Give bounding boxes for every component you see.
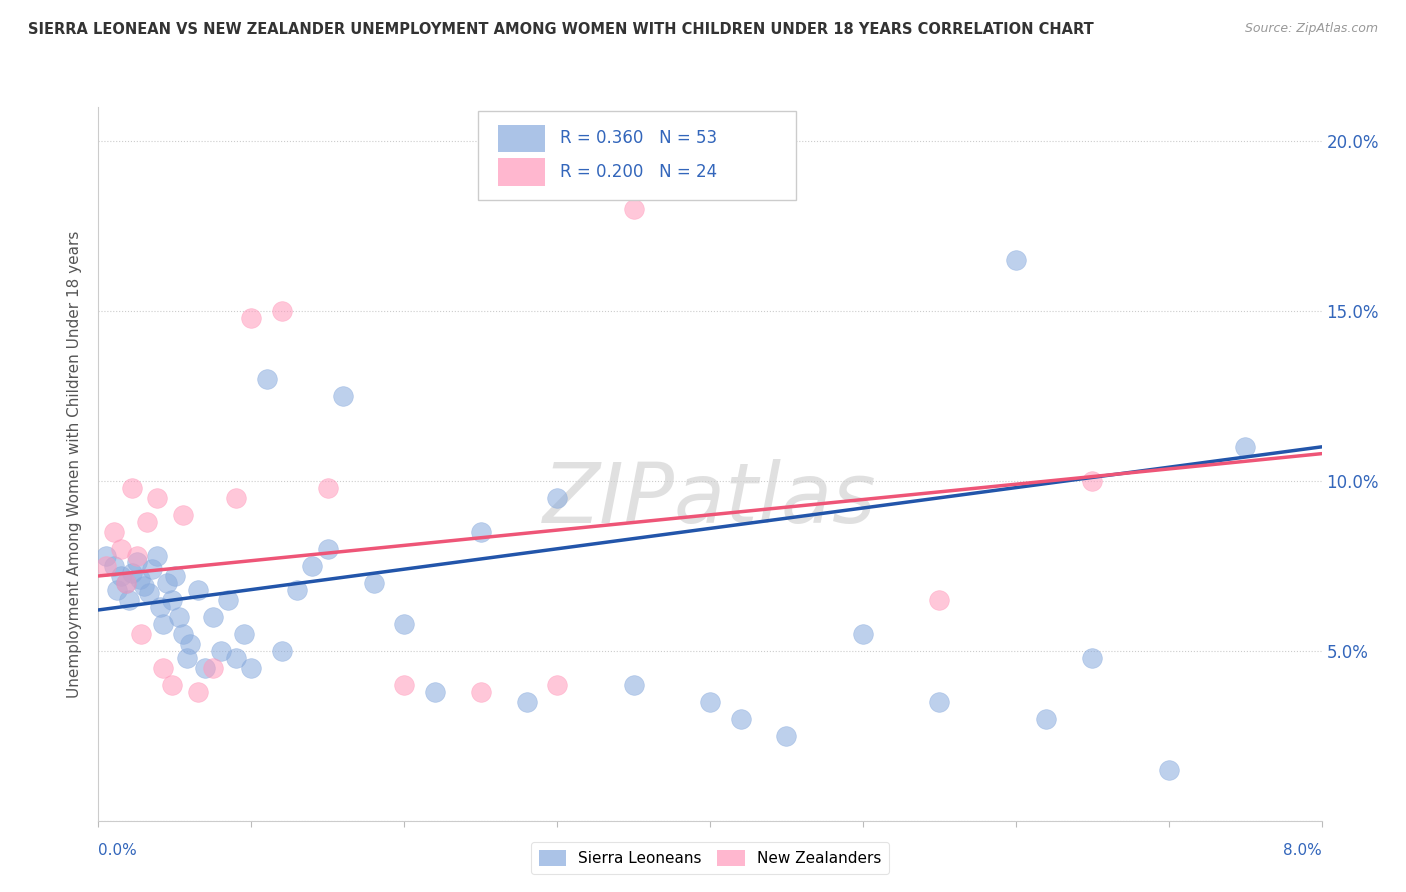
Point — [225, 650, 247, 665]
Point — [115, 575, 138, 590]
Point — [470, 524, 492, 539]
Point — [470, 684, 492, 698]
Point — [699, 695, 721, 709]
Point — [852, 626, 875, 640]
Point — [217, 592, 239, 607]
Y-axis label: Unemployment Among Women with Children Under 18 years: Unemployment Among Women with Children U… — [67, 230, 83, 698]
FancyBboxPatch shape — [498, 159, 546, 186]
Point — [187, 684, 209, 698]
Point — [145, 549, 167, 563]
Text: Source: ZipAtlas.com: Source: ZipAtlas.com — [1244, 22, 1378, 36]
Point — [176, 650, 198, 665]
Point — [128, 573, 150, 587]
Point — [125, 549, 148, 563]
Point — [316, 481, 339, 495]
Point — [149, 599, 172, 614]
Point — [928, 592, 950, 607]
Point — [187, 582, 209, 597]
Point — [121, 481, 143, 495]
FancyBboxPatch shape — [478, 111, 796, 200]
Point — [240, 310, 263, 325]
Point — [392, 678, 416, 692]
Point — [179, 637, 201, 651]
Point — [103, 524, 125, 539]
Point — [156, 575, 179, 590]
Point — [160, 592, 183, 607]
Text: R = 0.200   N = 24: R = 0.200 N = 24 — [560, 163, 717, 181]
Point — [623, 678, 645, 692]
Point — [363, 575, 385, 590]
Point — [141, 562, 163, 576]
Text: ZIPatlas: ZIPatlas — [543, 459, 877, 540]
Point — [1081, 474, 1104, 488]
Point — [270, 304, 294, 318]
Point — [138, 586, 160, 600]
Point — [136, 515, 159, 529]
Legend: Sierra Leoneans, New Zealanders: Sierra Leoneans, New Zealanders — [531, 842, 889, 873]
Point — [730, 712, 752, 726]
Point — [163, 569, 186, 583]
Point — [110, 569, 132, 583]
Text: 8.0%: 8.0% — [1282, 843, 1322, 858]
Point — [225, 491, 247, 505]
Text: 0.0%: 0.0% — [98, 843, 138, 858]
Point — [152, 661, 174, 675]
Point — [172, 508, 194, 522]
Text: R = 0.360   N = 53: R = 0.360 N = 53 — [560, 129, 717, 147]
Point — [1234, 440, 1257, 454]
Point — [134, 579, 156, 593]
Point — [240, 661, 263, 675]
Point — [115, 575, 138, 590]
Point — [202, 661, 225, 675]
Point — [515, 695, 537, 709]
Point — [546, 491, 568, 505]
Point — [169, 609, 191, 624]
Point — [94, 549, 117, 563]
Point — [546, 678, 568, 692]
Point — [928, 695, 950, 709]
Point — [160, 678, 183, 692]
Point — [121, 566, 143, 580]
Point — [270, 644, 294, 658]
Point — [392, 616, 416, 631]
FancyBboxPatch shape — [498, 125, 546, 152]
Point — [775, 729, 797, 743]
Point — [301, 558, 323, 573]
Point — [118, 592, 141, 607]
Point — [232, 626, 254, 640]
Point — [202, 609, 225, 624]
Point — [332, 389, 354, 403]
Point — [103, 558, 125, 573]
Point — [194, 661, 217, 675]
Point — [423, 684, 446, 698]
Point — [1035, 712, 1057, 726]
Point — [129, 626, 152, 640]
Point — [110, 541, 132, 556]
Point — [1157, 763, 1180, 777]
Text: SIERRA LEONEAN VS NEW ZEALANDER UNEMPLOYMENT AMONG WOMEN WITH CHILDREN UNDER 18 : SIERRA LEONEAN VS NEW ZEALANDER UNEMPLOY… — [28, 22, 1094, 37]
Point — [105, 582, 128, 597]
Point — [285, 582, 308, 597]
Point — [145, 491, 167, 505]
Point — [125, 555, 148, 569]
Point — [209, 644, 232, 658]
Point — [1004, 252, 1026, 267]
Point — [1081, 650, 1104, 665]
Point — [172, 626, 194, 640]
Point — [256, 372, 278, 386]
Point — [94, 558, 117, 573]
Point — [316, 541, 339, 556]
Point — [623, 202, 645, 216]
Point — [152, 616, 174, 631]
